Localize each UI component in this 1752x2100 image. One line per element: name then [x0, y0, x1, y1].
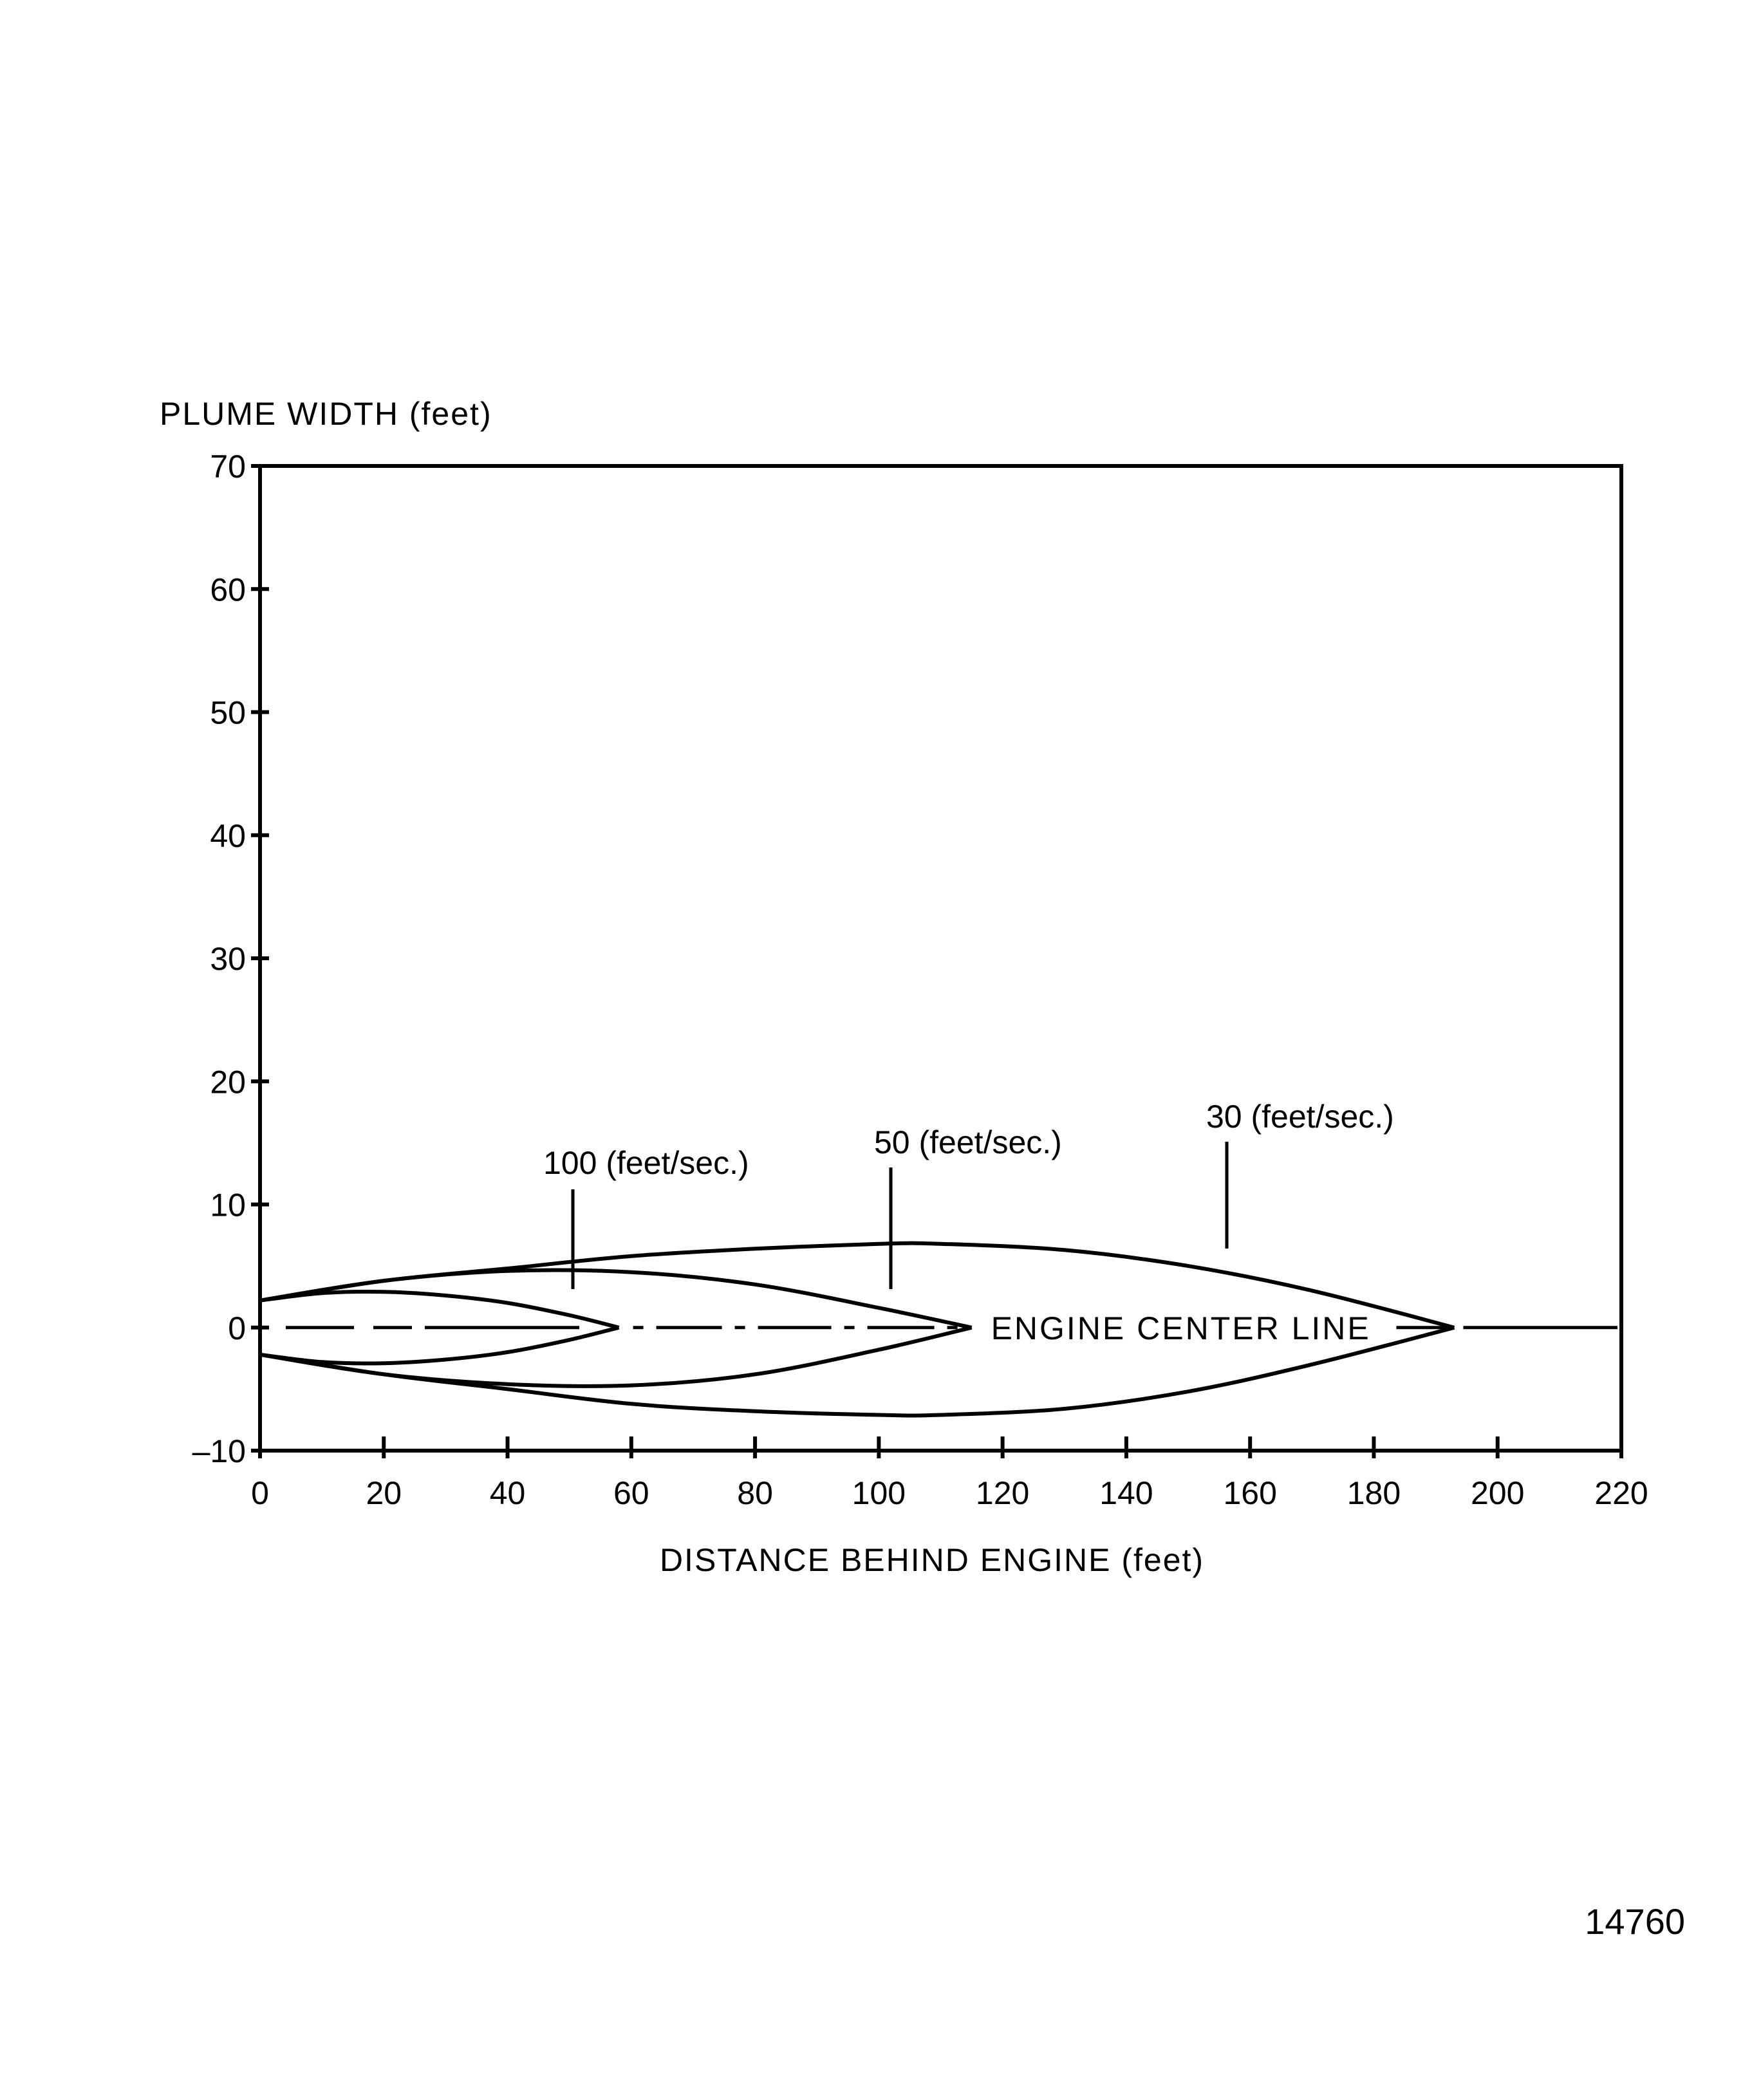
contour-lower-line: [259, 1325, 1455, 1418]
y-tick-label: –10: [192, 1433, 246, 1469]
y-tick-label: 60: [210, 571, 246, 608]
y-tick-label: 0: [228, 1310, 246, 1346]
plot-frame: [258, 464, 1623, 1453]
x-tick-label: 140: [1099, 1475, 1153, 1511]
contour-label-text: 30 (feet/sec.): [1206, 1099, 1394, 1135]
y-tick-label: 30: [210, 941, 246, 977]
y-tick-label: 50: [210, 695, 246, 731]
contour-lower-line: [259, 1325, 973, 1388]
y-axis-ticks: 70 60 50 40 30 20 10 0 –10: [192, 449, 269, 1469]
x-tick-label: 120: [976, 1475, 1029, 1511]
x-tick-label: 40: [490, 1475, 526, 1511]
y-tick-label: 70: [210, 449, 246, 485]
x-tick-label: 200: [1471, 1475, 1524, 1511]
center-line-label: ENGINE CENTER LINE: [991, 1310, 1371, 1346]
x-tick-label: 100: [852, 1475, 906, 1511]
contour-upper-line: [259, 1268, 973, 1330]
x-axis-title: DISTANCE BEHIND ENGINE (feet): [660, 1542, 1204, 1578]
engine-center-line: ENGINE CENTER LINE: [286, 1310, 1617, 1346]
x-axis-ticks: 0 20 40 60 80 100 120 140 160 180 200 220: [251, 1436, 1648, 1511]
contour-upper-line: [259, 1241, 1455, 1330]
x-tick-label: 180: [1347, 1475, 1401, 1511]
x-tick-label: 0: [251, 1475, 269, 1511]
y-tick-label: 10: [210, 1187, 246, 1223]
x-tick-label: 160: [1223, 1475, 1276, 1511]
contour-upper-line: [259, 1289, 620, 1330]
contour-labels: 100 (feet/sec.) 50 (feet/sec.) 30 (feet/se…: [543, 1099, 1394, 1289]
y-tick-label: 40: [210, 818, 246, 854]
contour-lower-line: [259, 1325, 620, 1366]
x-tick-label: 20: [366, 1475, 402, 1511]
y-axis-title: PLUME WIDTH (feet): [160, 396, 492, 432]
contour-label-text: 50 (feet/sec.): [874, 1124, 1062, 1160]
x-tick-label: 60: [613, 1475, 649, 1511]
y-tick-label: 20: [210, 1064, 246, 1100]
velocity-contours: [258, 1241, 1455, 1418]
x-tick-label: 220: [1594, 1475, 1648, 1511]
figure-number: 14760: [1585, 1901, 1685, 1942]
x-tick-label: 80: [737, 1475, 773, 1511]
contour-label-text: 100 (feet/sec.): [543, 1145, 749, 1181]
